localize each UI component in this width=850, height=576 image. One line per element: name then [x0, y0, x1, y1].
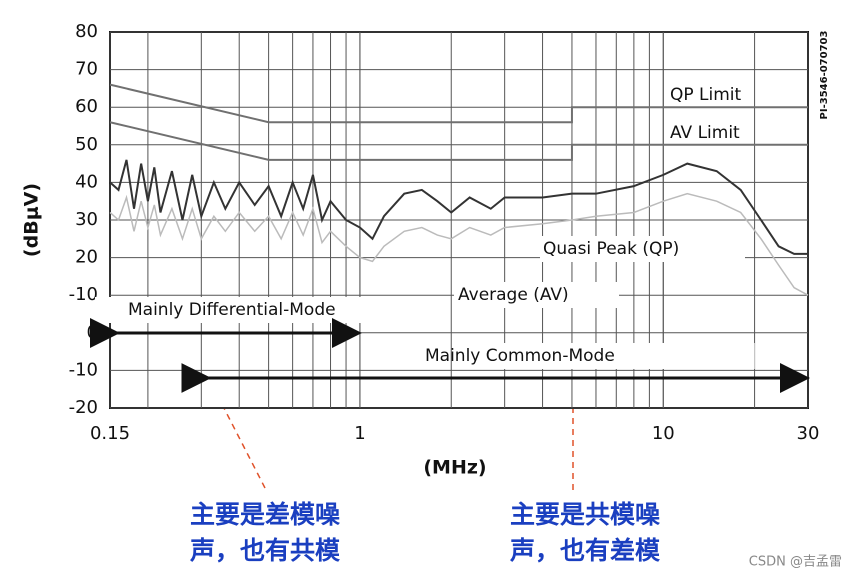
note-text: 主要是差模噪 — [190, 500, 340, 529]
region-label: Mainly Differential-Mode — [128, 300, 336, 320]
credit: CSDN @吉孟雷 — [749, 555, 842, 570]
label-bg — [540, 236, 745, 262]
figure-id: PI-3546-070703 — [819, 30, 830, 119]
series-label: Quasi Peak (QP) — [543, 239, 679, 259]
note-text: 声，也有共模 — [190, 536, 341, 565]
y-tick-label: -10 — [69, 359, 98, 380]
y-tick-label: -10 — [69, 284, 98, 305]
y-tick-label: 70 — [75, 59, 98, 80]
series-line — [109, 159, 808, 255]
region-label: Mainly Common-Mode — [425, 346, 615, 366]
x-axis-label: (MHz) — [423, 457, 486, 479]
series-line — [109, 192, 809, 296]
limit-line — [109, 121, 808, 161]
y-tick-label: 50 — [75, 134, 98, 155]
y-tick-label: 30 — [75, 209, 98, 230]
y-axis-label: (dBμV) — [21, 183, 43, 257]
x-tick-label: 0.15 — [90, 423, 130, 444]
y-tick-label: 0 — [87, 322, 98, 343]
y-tick-label: -20 — [69, 397, 98, 418]
y-tick-label: 60 — [75, 96, 98, 117]
x-tick-label: 10 — [652, 423, 675, 444]
y-tick-label: 40 — [75, 171, 98, 192]
limit-label: QP Limit — [670, 85, 742, 105]
limit-label: AV Limit — [670, 123, 740, 143]
series-label: Average (AV) — [458, 285, 569, 305]
y-tick-label: 20 — [75, 247, 98, 268]
limit-line — [109, 83, 808, 124]
y-tick-label: 80 — [75, 21, 98, 42]
label-bg — [454, 282, 619, 308]
x-tick-label: 1 — [354, 423, 365, 444]
x-tick-label: 30 — [797, 423, 820, 444]
note-text: 声，也有差模 — [510, 536, 661, 565]
note-text: 主要是共模噪 — [510, 500, 660, 529]
